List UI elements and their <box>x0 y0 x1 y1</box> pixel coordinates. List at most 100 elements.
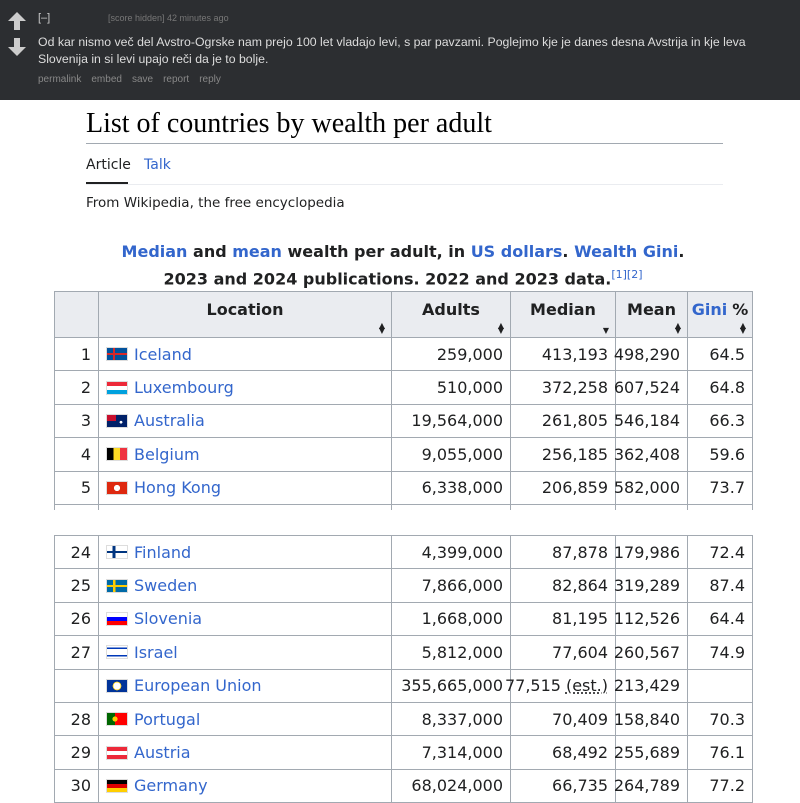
location-link[interactable]: Finland <box>134 542 192 562</box>
rank-cell: 3 <box>54 403 99 439</box>
sort-icon[interactable]: ▲ ▼ <box>378 321 385 335</box>
flag-icon <box>106 645 128 660</box>
rank-cell: 1 <box>54 337 99 372</box>
caption-link[interactable]: Wealth Gini <box>574 242 679 261</box>
median: 261,805 <box>541 411 608 431</box>
median-cell: 87,878 <box>510 535 616 570</box>
mean: 112,526 <box>613 609 680 629</box>
flag-icon <box>106 578 128 593</box>
adults-cell: 8,337,000 <box>391 702 511 737</box>
rank: 26 <box>70 609 91 629</box>
location-link[interactable]: Hong Kong <box>134 478 221 498</box>
header-cell: Gini% ▲ ▼ <box>687 291 753 338</box>
gini-cell: 77.2 <box>687 768 753 803</box>
sort-icon[interactable]: ▲ ▼ <box>497 321 504 335</box>
comment-meta: [score hidden] 42 minutes ago <box>108 13 229 23</box>
adults: 5,812,000 <box>421 642 503 662</box>
sort-icon[interactable]: ▼ <box>602 326 609 335</box>
median-cell: 77,604 <box>510 635 616 670</box>
adults-cell: 7,866,000 <box>391 568 511 603</box>
rank: 1 <box>80 344 91 364</box>
gini-cell: 73.7 <box>687 470 753 505</box>
median-cell: 413,193 <box>510 337 616 372</box>
cut-row <box>615 504 688 510</box>
upvote[interactable] <box>8 12 26 30</box>
location-link[interactable]: Iceland <box>134 344 192 364</box>
downvote[interactable] <box>8 38 26 56</box>
location-link[interactable]: Germany <box>134 776 208 796</box>
median-cell: 372,258 <box>510 370 616 405</box>
header-link[interactable]: Gini <box>691 300 728 319</box>
collapse-toggle[interactable]: [–] <box>38 12 51 24</box>
location-link[interactable]: European Union <box>134 676 262 696</box>
flag-icon <box>106 447 128 462</box>
tab-article[interactable]: Article <box>86 157 131 173</box>
header-cell: Median ▼ <box>510 291 616 338</box>
median-cell: 68,492 <box>510 735 616 770</box>
flag-icon <box>106 712 128 727</box>
caption-text: wealth per adult, in <box>281 242 471 261</box>
flag-icon <box>106 413 128 428</box>
median: 68,492 <box>552 743 608 763</box>
median-cell: 66,735 <box>510 768 616 803</box>
median: 77,604 <box>552 642 608 662</box>
vote-arrows <box>8 12 26 56</box>
median: 77,515 <box>504 676 561 696</box>
comment-action[interactable]: report <box>163 74 190 85</box>
ref[interactable]: [1] <box>611 268 627 281</box>
median: 66,735 <box>552 776 608 796</box>
sort-icon[interactable]: ▲ ▼ <box>674 321 681 335</box>
location-link[interactable]: Australia <box>134 411 205 431</box>
caption-link[interactable]: US dollars <box>470 242 563 261</box>
gini: 66.3 <box>709 411 745 431</box>
flag-icon <box>106 745 128 760</box>
adults-cell: 4,399,000 <box>391 535 511 570</box>
location-cell: Hong Kong <box>98 470 392 505</box>
header-label: Mean <box>627 300 676 319</box>
location-cell: Sweden <box>98 568 392 603</box>
location-link[interactable]: Portugal <box>134 709 201 729</box>
gini: 59.6 <box>709 444 745 464</box>
header-cell: Adults ▲ ▼ <box>391 291 511 338</box>
location-link[interactable]: Slovenia <box>134 609 203 629</box>
header-cell: Mean ▲ ▼ <box>615 291 688 338</box>
caption-link[interactable]: mean <box>232 242 282 261</box>
adults-cell: 19,564,000 <box>391 403 511 439</box>
header-label: Location <box>206 300 284 319</box>
header-cell <box>54 291 99 338</box>
cut-row <box>54 504 99 510</box>
mean: 582,000 <box>613 478 680 498</box>
location-link[interactable]: Belgium <box>134 444 200 464</box>
mean-cell: 546,184 <box>614 403 688 439</box>
location-link[interactable]: Austria <box>134 743 191 763</box>
comment-action[interactable]: permalink <box>38 74 82 85</box>
location-cell: European Union <box>98 668 392 703</box>
comment-action[interactable]: save <box>131 74 154 85</box>
tab-talk[interactable]: Talk <box>144 157 171 173</box>
rank-cell: 27 <box>54 635 99 670</box>
rank: 27 <box>70 642 91 662</box>
gini-cell: 70.3 <box>687 702 753 737</box>
location-link[interactable]: Sweden <box>134 576 198 596</box>
rank-cell <box>54 668 99 703</box>
adults-cell: 510,000 <box>391 370 511 405</box>
ref[interactable]: [2] <box>626 268 643 281</box>
median-cell: 70,409 <box>510 702 616 737</box>
sort-icon[interactable]: ▲ ▼ <box>739 321 746 335</box>
adults-cell: 355,665,000 <box>391 668 511 703</box>
comment-action[interactable]: embed <box>91 74 122 85</box>
caption-link[interactable]: Median <box>121 242 188 261</box>
location-cell: Slovenia <box>98 601 392 637</box>
gini-cell <box>687 668 753 703</box>
gini-cell: 74.9 <box>687 635 753 670</box>
location-link[interactable]: Israel <box>134 642 178 662</box>
median: 70,409 <box>552 709 608 729</box>
location-link[interactable]: Luxembourg <box>134 378 234 398</box>
reddit-comment: [–] [score hidden] 42 minutes ago Od kar… <box>0 0 800 100</box>
rank: 29 <box>70 743 91 763</box>
comment-action[interactable]: reply <box>199 74 221 85</box>
mean-cell: 255,689 <box>614 735 688 770</box>
median-cell: 81,195 <box>510 601 616 637</box>
adults: 510,000 <box>436 378 503 398</box>
mean: 179,986 <box>613 542 680 562</box>
